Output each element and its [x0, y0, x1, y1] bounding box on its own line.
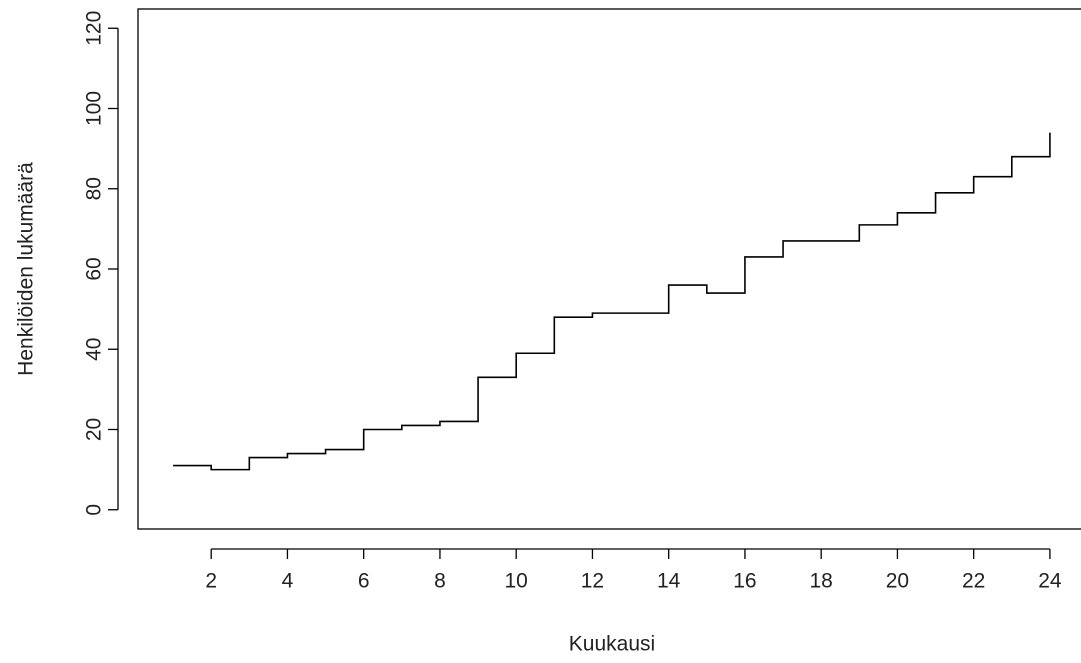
x-tick-label: 4	[282, 570, 294, 593]
x-tick-label: 22	[962, 570, 985, 593]
x-axis-title: Kuukausi	[569, 633, 655, 656]
y-tick-label: 40	[83, 338, 106, 361]
x-tick-label: 8	[434, 570, 446, 593]
x-tick-label: 6	[358, 570, 370, 593]
plot-frame	[137, 8, 1081, 530]
x-tick-label: 16	[733, 570, 756, 593]
step-line	[173, 132, 1051, 471]
x-tick-label: 20	[886, 570, 909, 593]
y-tick-label: 20	[83, 418, 106, 441]
x-tick-label: 2	[205, 570, 217, 593]
x-tick-label: 14	[657, 570, 681, 593]
y-tick-label: 60	[83, 257, 106, 280]
y-tick-label: 0	[83, 504, 106, 516]
y-axis-title: Henkilöiden lukumäärä	[15, 162, 38, 376]
y-tick-label: 100	[83, 91, 106, 126]
x-tick-label: 18	[810, 570, 833, 593]
x-tick-label: 24	[1038, 570, 1062, 593]
y-tick-label: 120	[83, 11, 106, 46]
y-tick-label: 80	[83, 177, 106, 200]
x-tick-label: 12	[581, 570, 604, 593]
x-tick-label: 10	[505, 570, 528, 593]
